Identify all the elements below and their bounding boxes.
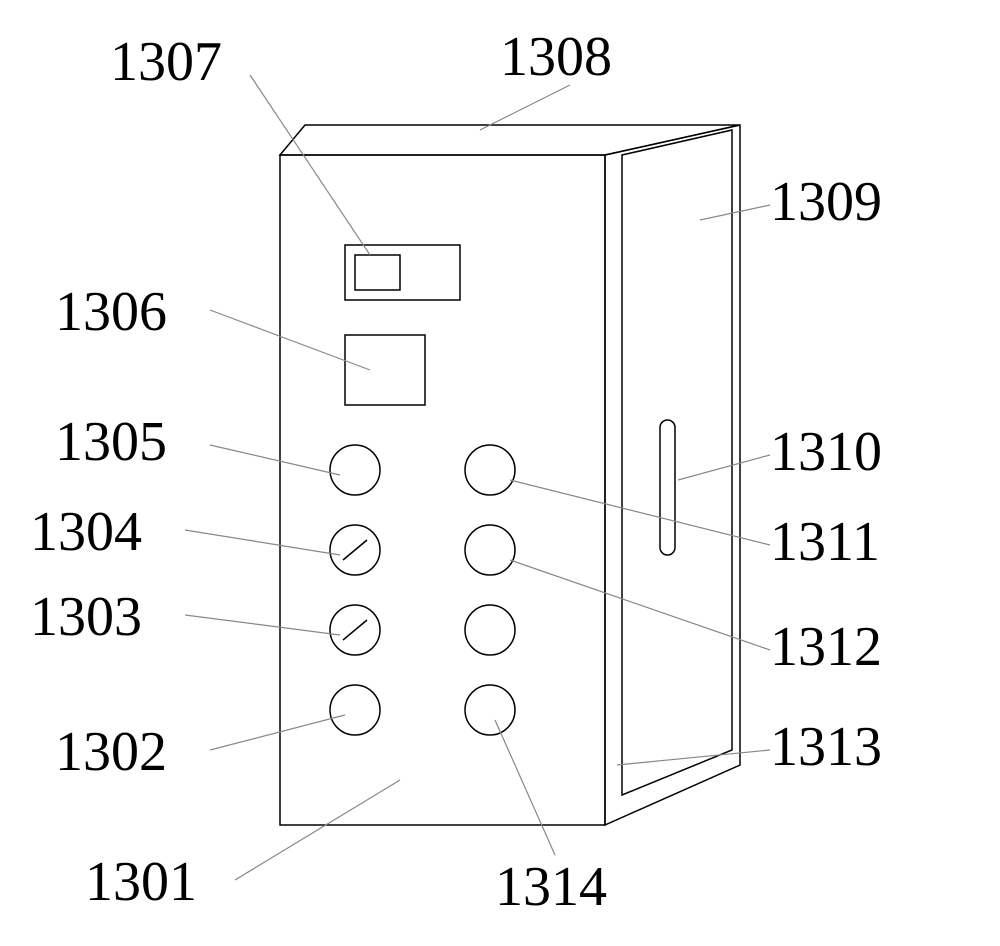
part-label-1303: 1303: [30, 585, 142, 649]
part-label-1314: 1314: [495, 855, 607, 919]
part-label-1313: 1313: [770, 715, 882, 779]
part-label-1311: 1311: [770, 510, 880, 574]
part-label-1309: 1309: [770, 170, 882, 234]
part-label-1306: 1306: [55, 280, 167, 344]
part-label-1304: 1304: [30, 500, 142, 564]
part-label-1305: 1305: [55, 410, 167, 474]
part-label-1308: 1308: [500, 25, 612, 89]
part-label-1301: 1301: [85, 850, 197, 914]
part-label-1307: 1307: [110, 30, 222, 94]
part-label-1312: 1312: [770, 615, 882, 679]
part-label-1310: 1310: [770, 420, 882, 484]
technical-diagram: 1307 1308 1309 1306 1305 1304 1303 1302 1301 1310…: [0, 0, 1000, 946]
part-label-1302: 1302: [55, 720, 167, 784]
